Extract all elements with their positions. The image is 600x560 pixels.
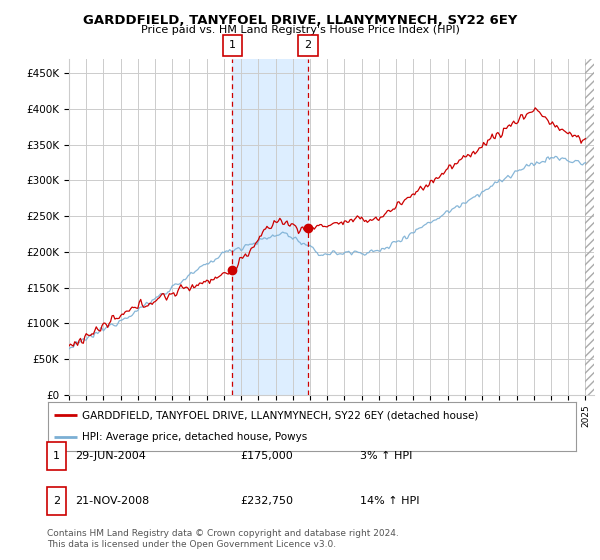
Text: 3% ↑ HPI: 3% ↑ HPI [360, 451, 412, 461]
Bar [586, 38, 600, 395]
Text: 29-JUN-2004: 29-JUN-2004 [75, 451, 146, 461]
Text: Contains HM Land Registry data © Crown copyright and database right 2024.
This d: Contains HM Land Registry data © Crown c… [47, 529, 398, 549]
Text: 14% ↑ HPI: 14% ↑ HPI [360, 496, 419, 506]
Text: GARDDFIELD, TANYFOEL DRIVE, LLANYMYNECH, SY22 6EY: GARDDFIELD, TANYFOEL DRIVE, LLANYMYNECH,… [83, 14, 517, 27]
Text: £175,000: £175,000 [240, 451, 293, 461]
Text: 1: 1 [53, 451, 60, 461]
Text: 2: 2 [305, 40, 311, 50]
Text: 1: 1 [229, 40, 236, 50]
Text: Price paid vs. HM Land Registry's House Price Index (HPI): Price paid vs. HM Land Registry's House … [140, 25, 460, 35]
Text: HPI: Average price, detached house, Powys: HPI: Average price, detached house, Powy… [82, 432, 308, 442]
Text: GARDDFIELD, TANYFOEL DRIVE, LLANYMYNECH, SY22 6EY (detached house): GARDDFIELD, TANYFOEL DRIVE, LLANYMYNECH,… [82, 410, 479, 421]
Text: 21-NOV-2008: 21-NOV-2008 [75, 496, 149, 506]
Text: 2: 2 [53, 496, 60, 506]
Bar [232, 59, 308, 395]
Text: £232,750: £232,750 [240, 496, 293, 506]
